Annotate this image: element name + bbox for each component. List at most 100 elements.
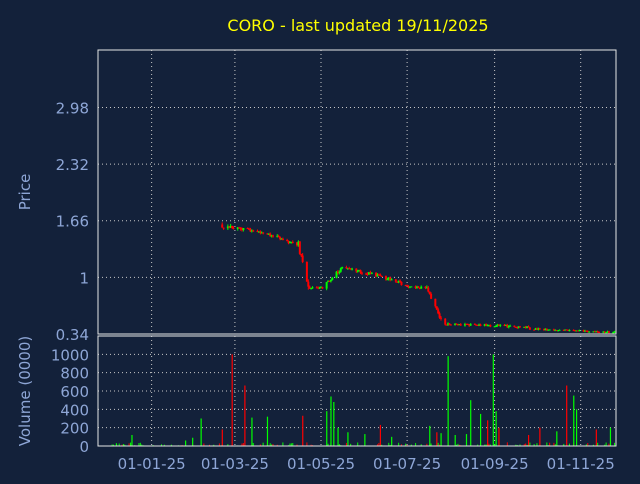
candle-body [474,324,476,325]
candle-body [480,324,482,325]
date-tick-label: 01-11-25 [547,455,615,473]
candle-body [282,239,284,240]
volume-bar [130,443,131,446]
candle-body [379,275,381,276]
candle-body [434,299,436,307]
candle-body [417,287,419,288]
volume-spike-bar [347,432,348,446]
candle-body [386,279,388,280]
price-tick-label: 2.32 [56,156,89,174]
volume-spike-bar [436,432,437,446]
price-panel-frame [98,50,616,334]
candle-body [272,235,274,236]
volume-spike-bar [267,417,268,446]
chart-title: CORO - last updated 19/11/2025 [227,16,488,35]
volume-spike-bar [364,434,365,446]
volume-spike-bar [480,414,481,446]
candle-body [527,326,529,327]
volume-spike-bar [455,435,456,446]
candle-body [450,324,452,325]
volume-spike-bar [448,356,449,446]
volume-spike-bar [566,386,567,447]
candle-body [448,323,450,324]
candle-body [470,324,472,326]
candle-body [588,332,590,333]
volume-bar [507,442,508,446]
volume-bar [306,442,307,446]
candle-body [529,327,531,329]
volume-spike-bar [556,431,557,446]
candle-body [351,269,353,270]
candle-body [223,228,225,229]
candle-body [391,279,393,280]
candle-body [240,228,242,230]
candle-body [395,279,397,281]
volume-tick-label: 0 [79,438,89,456]
volume-spike-bar [330,397,331,447]
candle-body [278,236,280,237]
candle-body [231,226,233,228]
volume-spike-bar [380,425,381,446]
candle-body [242,228,244,230]
candle-body [312,287,314,288]
candle-body [437,309,439,313]
volume-spike-bar [222,430,223,447]
candle-body [399,281,401,282]
candle-body [361,273,363,274]
candle-body [539,328,541,329]
date-tick-label: 01-07-25 [373,455,441,473]
candle-body [371,273,373,274]
volume-spike-bar [192,438,193,446]
volume-spike-bar [576,409,577,446]
candle-body [436,306,438,309]
candle-body [489,325,491,327]
candle-body [326,282,328,289]
volume-axis-label: Volume (0000) [16,336,34,446]
candle-body [300,254,302,256]
candle-body [307,282,309,287]
candle-body [519,326,521,327]
candle-body [292,242,294,243]
volume-spike-bar [573,396,574,446]
volume-spike-bar [244,386,245,447]
volume-spike-bar [131,435,132,446]
candle-body [341,267,343,268]
volume-spike-bar [493,354,494,446]
price-tick-label: 0.34 [56,326,89,344]
candle-body [340,268,342,272]
volume-bar [546,443,547,446]
price-axis-label: Price [16,174,34,211]
volume-bar [529,443,530,446]
volume-spike-bar [333,402,334,446]
candle-body [410,286,412,287]
volume-spike-bar [596,430,597,447]
volume-tick-label: 200 [60,420,89,438]
volume-spike-bar [337,428,338,446]
volume-gridlines [98,336,616,446]
candle-body [614,332,616,333]
candle-body [309,287,311,289]
volume-tick-label: 600 [60,383,89,401]
candle-body [381,276,383,277]
price-gridlines [98,50,616,334]
candle-body [252,231,254,232]
candle-body [286,240,288,241]
volume-spike-bar [610,428,611,446]
candle-body [598,332,600,333]
candle-body [446,325,448,326]
candle-body [513,326,515,327]
date-tick-label: 01-09-25 [461,455,529,473]
candle-body [499,325,501,326]
candle-body [331,278,333,280]
candle-body [444,319,446,325]
candle-body [302,256,304,262]
candle-body [321,287,323,288]
candle-body [608,331,610,332]
candle-body [221,224,223,227]
volume-spike-bar [185,441,186,447]
candle-body [299,241,301,253]
candle-body [430,294,432,299]
